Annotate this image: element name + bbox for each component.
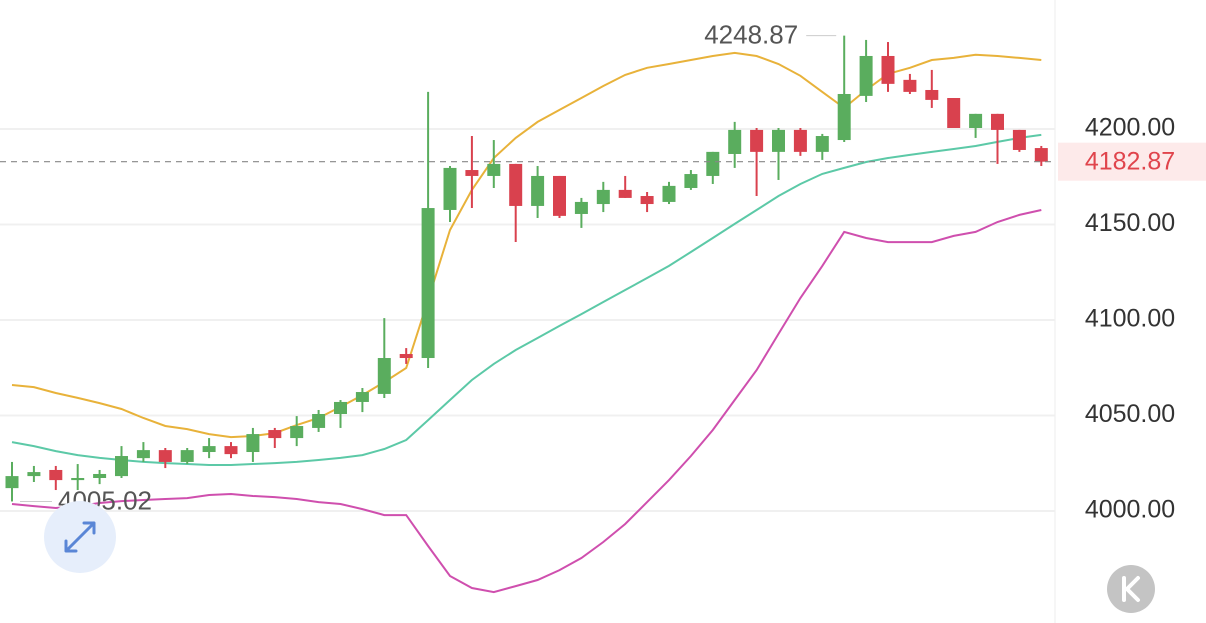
candle-body xyxy=(5,476,19,489)
candle-body xyxy=(618,189,632,198)
band-line xyxy=(11,209,1042,594)
candle-body xyxy=(158,450,172,462)
candle-body xyxy=(925,89,939,100)
max-label: 4248.87 xyxy=(704,19,798,49)
candle-body xyxy=(224,446,238,455)
candle-body xyxy=(487,163,501,176)
y-tick-label: 4150.00 xyxy=(1085,209,1175,237)
candle-body xyxy=(509,163,523,206)
candle-body xyxy=(334,401,347,414)
candle-body xyxy=(246,434,260,453)
candle-body xyxy=(268,430,282,439)
candle-body xyxy=(706,151,720,176)
y-tick-label: 4050.00 xyxy=(1085,400,1175,428)
candle-body xyxy=(399,354,413,359)
candle-body xyxy=(947,98,961,129)
grid xyxy=(0,127,1055,513)
candle-body xyxy=(180,450,194,462)
candle-body xyxy=(49,469,63,481)
candle-body xyxy=(1012,129,1026,150)
candle-body xyxy=(596,189,610,205)
candle-body xyxy=(859,55,873,96)
candle-body xyxy=(684,174,698,188)
candle-body xyxy=(27,472,41,477)
candle-body xyxy=(881,55,895,84)
last-price-label: 4182.87 xyxy=(1085,147,1175,175)
candle-body xyxy=(202,446,216,453)
expand-icon[interactable] xyxy=(64,521,96,553)
k-icon[interactable] xyxy=(1122,576,1140,602)
candle-body xyxy=(93,473,107,478)
y-tick-label: 4100.00 xyxy=(1085,305,1175,333)
candle-body xyxy=(290,426,304,439)
candle-body xyxy=(553,175,566,216)
band-line xyxy=(11,51,1042,439)
marks xyxy=(0,35,1055,594)
candle-body xyxy=(969,113,983,129)
candle-body xyxy=(815,136,829,152)
candle-body xyxy=(903,79,917,92)
candle-body xyxy=(443,167,457,210)
candle-body xyxy=(71,477,85,481)
candle-body xyxy=(115,456,128,477)
candle-body xyxy=(772,129,785,152)
candle-body xyxy=(1034,148,1048,162)
candle-body xyxy=(574,201,588,214)
y-tick-label: 4000.00 xyxy=(1085,496,1175,524)
candle-body xyxy=(355,392,369,402)
candle-body xyxy=(465,170,479,176)
y-tick-label: 4200.00 xyxy=(1085,114,1175,142)
k-button[interactable] xyxy=(1107,565,1155,613)
candle-body xyxy=(312,413,326,428)
last-price-bg xyxy=(1058,142,1206,181)
candle-body xyxy=(640,196,654,205)
expand-button[interactable] xyxy=(44,501,116,573)
candle-body xyxy=(662,185,676,202)
k-button-bg[interactable] xyxy=(1107,565,1155,613)
candle-body xyxy=(837,93,851,141)
candle-body xyxy=(531,175,545,206)
candle-body xyxy=(793,129,807,152)
candle-body xyxy=(136,450,150,459)
candle-body xyxy=(728,129,742,154)
candle-body xyxy=(377,358,391,394)
candle-body xyxy=(750,129,764,152)
candle-body xyxy=(421,208,435,359)
labels: 4000.00 4050.00 4100.00 4150.00 4200.00 4182.… xyxy=(20,19,1206,524)
candle-body xyxy=(991,113,1004,130)
